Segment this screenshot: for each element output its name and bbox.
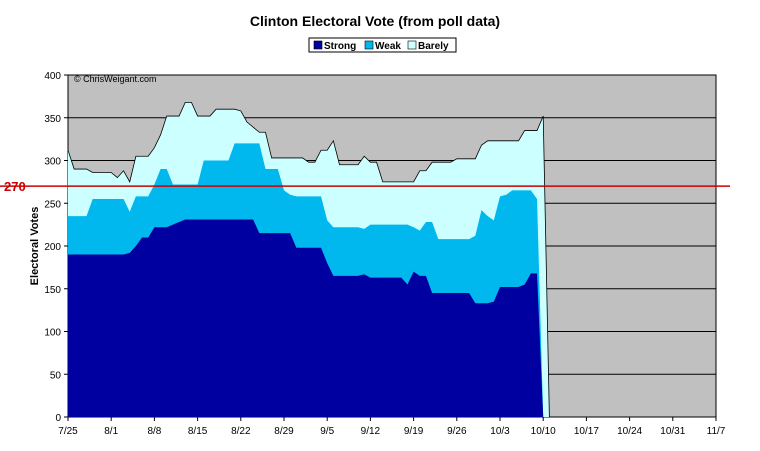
legend-swatch-barely xyxy=(407,40,417,50)
x-axis-ticks: 7/25 8/1 8/8 8/15 8/22 8/29 9/5 9/12 9/19 9/26 10/… xyxy=(58,417,726,437)
x-tick-label-10: 10/3 xyxy=(490,426,510,437)
legend-swatch-strong xyxy=(313,40,323,50)
legend-swatch-weak xyxy=(364,40,374,50)
x-tick-label-11: 10/10 xyxy=(531,426,556,437)
legend-box xyxy=(308,37,457,53)
x-tick-label-5: 8/29 xyxy=(274,426,294,437)
reference-line-group: 270 xyxy=(0,179,730,194)
x-tick-label-15: 11/7 xyxy=(707,426,726,437)
y-tick-label-1: 50 xyxy=(50,370,62,381)
y-tick-label-3: 150 xyxy=(44,285,61,296)
series-outline xyxy=(67,101,550,418)
x-tick-label-4: 8/22 xyxy=(231,426,251,437)
y-tick-label-7: 350 xyxy=(44,114,61,125)
x-tick-label-0: 7/25 xyxy=(58,426,78,437)
x-tick-label-2: 8/8 xyxy=(147,426,161,437)
x-tick-label-13: 10/24 xyxy=(617,426,642,437)
x-tick-label-8: 9/19 xyxy=(404,426,424,437)
y-tick-label-6: 300 xyxy=(44,157,61,168)
series-area-strong xyxy=(68,219,544,417)
y-tick-label-4: 200 xyxy=(44,242,61,253)
copyright-text: © ChrisWeigant.com xyxy=(74,74,157,84)
y-tick-label-8: 400 xyxy=(44,71,61,82)
x-tick-label-14: 10/31 xyxy=(660,426,685,437)
x-tick-label-6: 9/5 xyxy=(320,426,334,437)
y-tick-label-0: 0 xyxy=(55,413,61,424)
legend-label-strong: Strong xyxy=(324,41,356,52)
legend-label-weak: Weak xyxy=(375,41,401,52)
reference-line-label: 270 xyxy=(4,179,26,194)
x-tick-label-12: 10/17 xyxy=(574,426,599,437)
y-tick-label-2: 100 xyxy=(44,328,61,339)
y-tick-label-5: 250 xyxy=(44,199,61,210)
x-tick-label-1: 8/1 xyxy=(104,426,118,437)
x-tick-label-7: 9/12 xyxy=(361,426,381,437)
x-tick-label-9: 9/26 xyxy=(447,426,467,437)
y-axis-label: Electoral Votes xyxy=(29,207,41,286)
chart-title: Clinton Electoral Vote (from poll data) xyxy=(250,13,500,29)
x-tick-label-3: 8/15 xyxy=(188,426,208,437)
series-areas xyxy=(68,102,550,418)
legend: Strong Weak Barely xyxy=(308,37,457,53)
series-line-barely xyxy=(67,101,550,418)
y-axis-ticks: 0 50 100 150 200 250 300 350 400 xyxy=(44,71,68,424)
legend-label-barely: Barely xyxy=(418,41,449,52)
